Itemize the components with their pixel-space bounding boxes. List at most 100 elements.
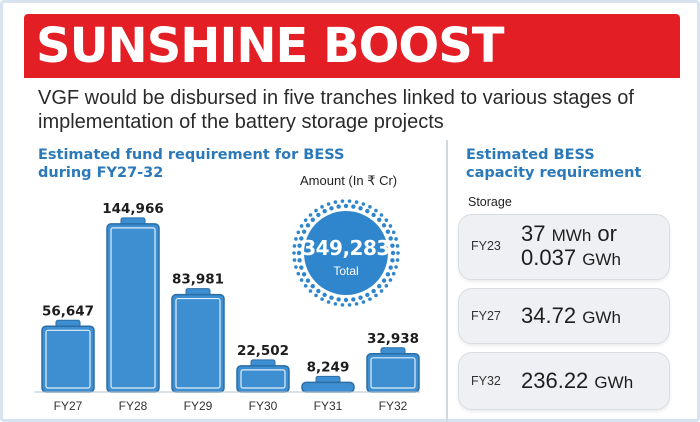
badge-dot	[292, 244, 297, 248]
badge-dot	[379, 213, 384, 217]
badge-dot	[390, 250, 396, 256]
bar-inner-outline	[110, 227, 156, 389]
capacity-year: FY32	[471, 374, 501, 388]
bar-value-label: 22,502	[237, 343, 289, 359]
page-title: SUNSHINE BOOST	[36, 18, 504, 74]
badge-dot	[320, 205, 324, 209]
badge-dot	[305, 278, 311, 283]
bar	[301, 381, 355, 393]
badge-dot	[358, 295, 363, 300]
badge-dot	[340, 199, 345, 203]
badge-dot	[292, 251, 296, 255]
total-badge	[292, 199, 400, 307]
badge-dot	[299, 236, 304, 241]
badge-dot	[310, 217, 315, 222]
bar-inner-outline	[240, 369, 286, 389]
badge-dot	[336, 204, 341, 209]
badge-dot	[384, 218, 389, 222]
fund-chart-heading: Estimated fund requirement for BESS duri…	[38, 147, 345, 181]
badge-dot	[354, 302, 359, 306]
badge-dot	[314, 293, 318, 298]
badge-dot	[305, 223, 311, 228]
badge-dot	[299, 278, 304, 282]
badge-dot	[371, 212, 376, 218]
capacity-number: 34.72	[521, 303, 577, 328]
x-tick-label: FY28	[119, 399, 148, 413]
capacity-unit: MWh	[551, 226, 592, 245]
amount-unit-label: Amount (In ₹ Cr)	[300, 173, 398, 188]
badge-dot	[351, 204, 356, 209]
x-tick-label: FY29	[184, 399, 213, 413]
storage-label: Storage	[468, 195, 512, 209]
badge-dot	[322, 208, 327, 214]
badge-dot	[351, 297, 356, 302]
bar	[106, 223, 160, 393]
badge-dot	[391, 271, 396, 276]
badge-dot	[297, 258, 302, 263]
badge-dot	[361, 202, 366, 206]
bar	[171, 293, 225, 393]
bar-inner-outline	[175, 297, 221, 389]
badge-dot	[314, 208, 318, 213]
badge-dot	[347, 303, 352, 307]
subtitle: VGF would be disbursed in five tranches …	[38, 87, 634, 133]
capacity-value-line1: 34.72 GWh	[521, 305, 621, 329]
total-label: Total	[333, 264, 359, 278]
badge-dot	[336, 297, 341, 302]
total-value: 349,283	[302, 236, 390, 260]
badge-dot	[340, 303, 345, 307]
x-tick-label: FY30	[249, 399, 278, 413]
badge-dot	[308, 289, 313, 293]
badge-dot	[368, 205, 372, 209]
badge-dot	[388, 236, 393, 241]
x-tick-label: FY32	[379, 399, 408, 413]
badge-dot	[361, 300, 366, 304]
badge-dot	[354, 200, 359, 204]
badge-dot	[390, 258, 395, 263]
section-divider	[446, 140, 448, 422]
badge-dot	[326, 300, 331, 304]
title-banner: SUNSHINE BOOST	[24, 14, 680, 78]
badge-dot	[343, 203, 349, 209]
capacity-number: 37	[521, 221, 546, 246]
capacity-card-fy27: FY27 34.72 GWh	[458, 288, 670, 344]
capacity-year: FY27	[471, 309, 501, 323]
badge-dot	[310, 284, 315, 289]
badge-dot	[377, 284, 382, 289]
badge-dot	[316, 212, 321, 218]
badge-dot	[385, 229, 391, 234]
capacity-number: 236.22	[521, 368, 589, 393]
badge-dot	[333, 302, 338, 306]
badge-dot	[326, 202, 331, 206]
badge-dot	[333, 200, 338, 204]
badge-dot	[377, 217, 382, 222]
x-tick-label: FY31	[314, 399, 343, 413]
badge-dot	[391, 230, 396, 235]
badge-dot	[296, 230, 301, 235]
badge-dot	[301, 272, 307, 277]
badge-dot	[388, 265, 393, 270]
badge-dot	[292, 258, 297, 262]
badge-dot	[374, 293, 378, 298]
badge-dot	[388, 224, 393, 228]
capacity-heading: Estimated BESS capacity requirement	[466, 147, 642, 181]
capacity-card-fy32: FY32 236.22 GWh	[458, 352, 670, 410]
badge-dot	[343, 297, 349, 303]
capacity-unit: GWh	[582, 250, 621, 269]
badge-dot	[301, 229, 307, 234]
badge-dot	[322, 292, 327, 298]
bar-value-label: 56,647	[42, 303, 94, 319]
capacity-value-line1: 236.22 GWh	[521, 370, 633, 394]
capacity-value-line1: 37 MWh or	[521, 223, 617, 247]
badge-dot	[320, 297, 324, 301]
bar-value-label: 8,249	[307, 359, 350, 375]
badge-dot	[297, 243, 302, 248]
badge-dot	[347, 199, 352, 203]
badge-dot	[381, 278, 387, 283]
badge-dot	[379, 289, 384, 293]
bar-inner-outline	[370, 357, 416, 389]
badge-dot	[329, 295, 334, 300]
bar-value-label: 144,966	[102, 201, 164, 217]
badge-dot	[394, 237, 398, 241]
bar-inner-outline	[45, 329, 91, 389]
